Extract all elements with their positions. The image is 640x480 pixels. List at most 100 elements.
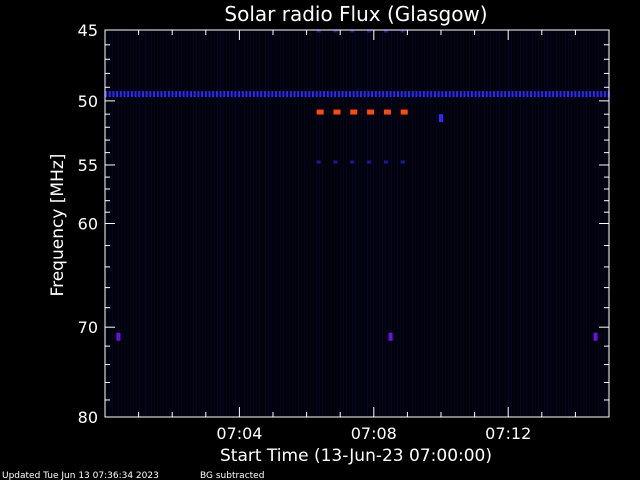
noise-streak <box>475 31 476 416</box>
noise-streak <box>550 31 551 416</box>
noise-streak <box>124 31 125 416</box>
noise-streak <box>121 31 122 416</box>
emission-features <box>105 29 610 341</box>
band-segment <box>167 91 170 98</box>
band-segment <box>249 91 252 98</box>
band-segment <box>234 91 237 98</box>
noise-streak <box>172 31 173 416</box>
burst-mark <box>350 109 358 115</box>
band-segment <box>363 91 366 98</box>
noise-streak <box>445 31 446 416</box>
noise-streak <box>436 31 437 416</box>
faint-burst-mark <box>333 160 338 164</box>
noise-streak <box>154 31 155 416</box>
band-segment <box>507 91 510 98</box>
noise-streak <box>430 31 431 416</box>
band-segment <box>241 91 244 98</box>
noise-streak <box>328 31 329 416</box>
y-tick-label: 45 <box>78 21 98 40</box>
noise-streak <box>130 31 131 416</box>
band-segment <box>230 91 233 98</box>
band-segment <box>352 91 355 98</box>
noise-streak <box>253 31 254 416</box>
noise-streak <box>514 31 515 416</box>
noise-streak <box>589 31 590 416</box>
noise-streak <box>493 31 494 416</box>
noise-streak <box>163 31 164 416</box>
noise-streak <box>220 31 221 416</box>
band-segment <box>260 91 263 98</box>
band-segment <box>522 91 525 98</box>
band-segment <box>400 91 403 98</box>
noise-streak <box>421 31 422 416</box>
band-segment <box>467 91 470 98</box>
band-segment <box>149 91 152 98</box>
noise-streak <box>166 31 167 416</box>
band-segment <box>459 91 462 98</box>
noise-streak <box>583 31 584 416</box>
noise-streak <box>361 31 362 416</box>
y-tick-label: 60 <box>78 215 98 234</box>
x-axis-label: Start Time (13-Jun-23 07:00:00) <box>220 446 492 466</box>
band-segment <box>452 91 455 98</box>
noise-streak <box>367 31 368 416</box>
band-segment <box>245 91 248 98</box>
noise-streak <box>337 31 338 416</box>
band-segment <box>478 91 481 98</box>
band-segment <box>396 91 399 98</box>
burst-mark <box>316 109 324 115</box>
band-segment <box>197 91 200 98</box>
noise-streak <box>424 31 425 416</box>
noise-streak <box>226 31 227 416</box>
noise-streak <box>310 31 311 416</box>
band-segment <box>263 91 266 98</box>
noise-streak <box>532 31 533 416</box>
axis-ticks: 45 50 55 60 70 80 07:04 07:08 07:12 <box>78 21 609 443</box>
band-segment <box>308 91 311 98</box>
band-segment <box>182 91 185 98</box>
noise-streak <box>289 31 290 416</box>
band-segment <box>286 91 289 98</box>
noise-streak <box>370 31 371 416</box>
noise-streak <box>301 31 302 416</box>
noise-streak <box>283 31 284 416</box>
band-segment <box>275 91 278 98</box>
noise-streak <box>448 31 449 416</box>
band-segment <box>555 91 558 98</box>
band-segment <box>496 91 499 98</box>
noise-streak <box>523 31 524 416</box>
noise-streak <box>580 31 581 416</box>
noise-streak <box>133 31 134 416</box>
band-segment <box>419 91 422 98</box>
band-segment <box>311 91 314 98</box>
noise-streak <box>400 31 401 416</box>
noise-streak <box>454 31 455 416</box>
band-segment <box>592 91 595 98</box>
band-segment <box>278 91 281 98</box>
noise-streak <box>460 31 461 416</box>
band-segment <box>223 91 226 98</box>
noise-streak <box>175 31 176 416</box>
faint-burst-mark <box>383 160 388 164</box>
noise-streak <box>331 31 332 416</box>
noise-streak <box>562 31 563 416</box>
noise-streak <box>556 31 557 416</box>
x-tick-label: 07:08 <box>351 424 397 443</box>
band-segment <box>212 91 215 98</box>
noise-streak <box>397 31 398 416</box>
band-segment <box>160 91 163 98</box>
noise-streak <box>469 31 470 416</box>
noise-streak <box>577 31 578 416</box>
burst-mark <box>383 109 391 115</box>
noise-streak <box>241 31 242 416</box>
band-segment <box>456 91 459 98</box>
faint-burst-mark <box>400 29 405 33</box>
noise-streak <box>145 31 146 416</box>
noise-streak <box>511 31 512 416</box>
band-segment <box>108 91 111 98</box>
band-segment <box>134 91 137 98</box>
band-segment <box>215 91 218 98</box>
noise-streak <box>271 31 272 416</box>
band-segment <box>544 91 547 98</box>
band-segment <box>341 91 344 98</box>
